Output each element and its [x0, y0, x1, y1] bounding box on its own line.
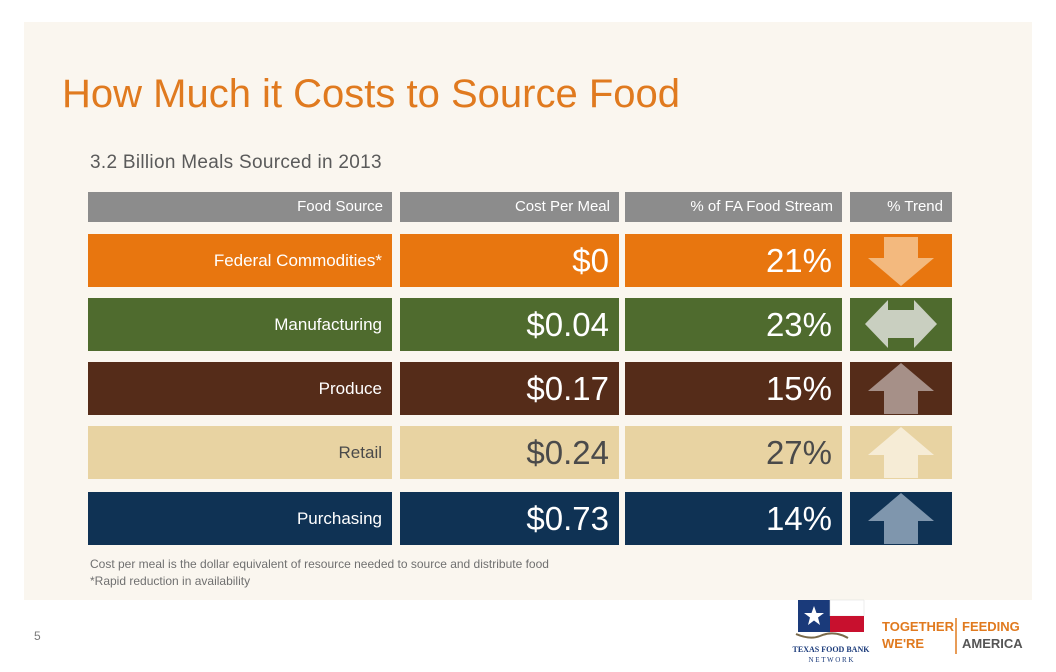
page-number: 5: [34, 629, 41, 643]
down-arrow-icon: [868, 237, 934, 286]
row-food-source: Federal Commodities*: [88, 234, 392, 287]
row-trend: [850, 234, 952, 287]
footnote-cost: Cost per meal is the dollar equivalent o…: [90, 557, 549, 571]
row-food-source: Retail: [88, 426, 392, 479]
fa-logo-together: TOGETHER: [882, 619, 955, 634]
row-fa-food-stream: 27%: [625, 426, 842, 479]
header-trend: % Trend: [850, 192, 952, 222]
fa-logo-feeding: FEEDING: [962, 619, 1020, 634]
texas-food-bank-logo: TEXAS FOOD BANK N E T W O R K: [790, 594, 872, 666]
row-cost-per-meal: $0.17: [400, 362, 619, 415]
row-food-source: Purchasing: [88, 492, 392, 545]
footnote-rapid: *Rapid reduction in availability: [90, 574, 251, 588]
row-trend: [850, 426, 952, 479]
up-arrow-icon: [868, 493, 934, 544]
row-cost-per-meal: $0.24: [400, 426, 619, 479]
fa-logo-america: AMERICA: [962, 636, 1023, 651]
row-fa-food-stream: 23%: [625, 298, 842, 351]
page-subtitle: 3.2 Billion Meals Sourced in 2013: [90, 152, 382, 173]
header-cost-per-meal: Cost Per Meal: [400, 192, 619, 222]
row-fa-food-stream: 15%: [625, 362, 842, 415]
row-food-source: Produce: [88, 362, 392, 415]
feeding-america-logo: TOGETHER WE'RE FEEDING AMERICA: [882, 616, 1032, 663]
row-cost-per-meal: $0.04: [400, 298, 619, 351]
row-cost-per-meal: $0.73: [400, 492, 619, 545]
row-trend: [850, 492, 952, 545]
fa-logo-were: WE'RE: [882, 636, 924, 651]
row-trend: [850, 298, 952, 351]
page-title: How Much it Costs to Source Food: [62, 72, 681, 116]
tfb-logo-line1: TEXAS FOOD BANK: [793, 645, 871, 654]
row-fa-food-stream: 14%: [625, 492, 842, 545]
up-arrow-icon: [868, 363, 934, 414]
row-cost-per-meal: $0: [400, 234, 619, 287]
row-food-source: Manufacturing: [88, 298, 392, 351]
up-arrow-icon: [868, 427, 934, 478]
tfb-logo-line2: N E T W O R K: [809, 656, 854, 664]
left-right-arrow-icon: [865, 300, 937, 348]
header-food-source: Food Source: [88, 192, 392, 222]
header-fa-food-stream: % of FA Food Stream: [625, 192, 842, 222]
row-trend: [850, 362, 952, 415]
row-fa-food-stream: 21%: [625, 234, 842, 287]
